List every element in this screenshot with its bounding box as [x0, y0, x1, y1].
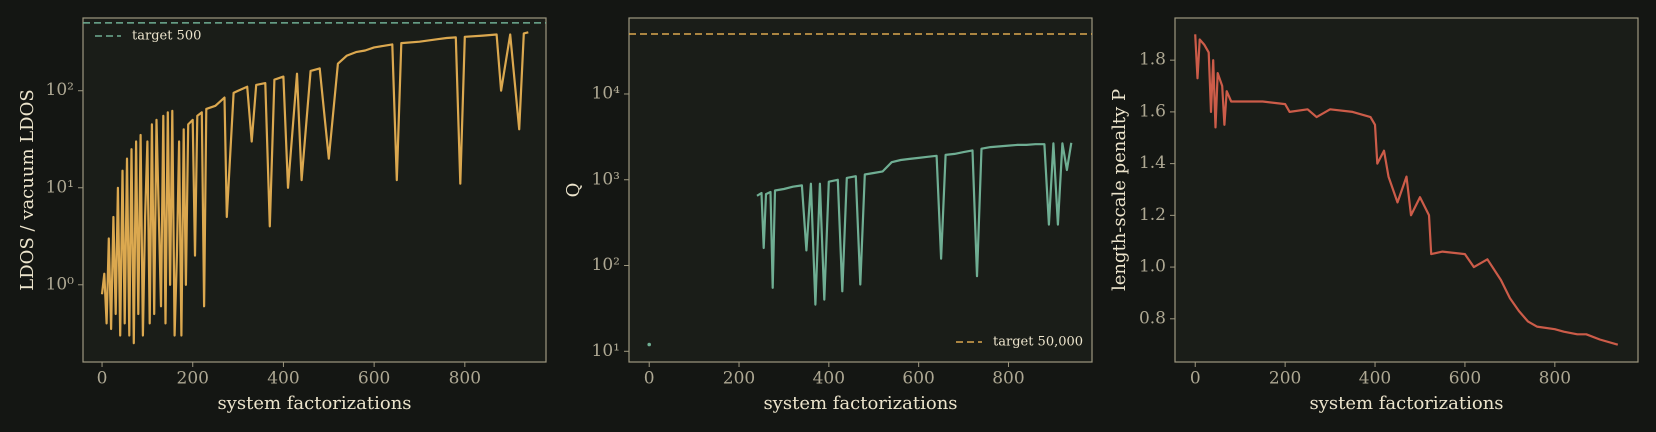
x-tick-label: 200	[723, 369, 755, 389]
x-axis-label: system factorizations	[763, 393, 957, 414]
y-tick-label: 1.2	[1139, 205, 1166, 225]
x-tick-label: 200	[1269, 369, 1301, 389]
data-line	[1194, 34, 1619, 346]
x-tick-label: 0	[1190, 369, 1201, 389]
y-tick-label: 10¹	[46, 177, 74, 197]
x-tick-label: 800	[1539, 369, 1571, 389]
data-point	[647, 342, 652, 347]
x-tick-label: 600	[902, 369, 934, 389]
plot-area	[1174, 17, 1639, 363]
y-tick-label: 10²	[592, 255, 620, 275]
legend-label: target 500	[132, 29, 201, 44]
y-tick-label: 10⁰	[46, 274, 75, 294]
y-axis-label: LDOS / vacuum LDOS	[17, 89, 38, 290]
y-tick-label: 10⁴	[592, 83, 621, 103]
x-tick-label: 0	[644, 369, 655, 389]
x-tick-label: 800	[992, 369, 1024, 389]
y-tick-label: 1.4	[1139, 153, 1166, 173]
legend-label: target 50,000	[993, 335, 1083, 350]
y-tick-label: 10²	[46, 80, 74, 100]
y-axis-label: length-scale penalty P	[1109, 89, 1130, 291]
x-tick-label: 800	[449, 369, 481, 389]
y-tick-label: 0.8	[1139, 308, 1166, 328]
x-tick-label: 600	[1449, 369, 1481, 389]
data-line	[100, 31, 529, 345]
y-tick-label: 1.6	[1139, 101, 1166, 121]
plot-area	[628, 17, 1093, 363]
x-tick-label: 600	[358, 369, 390, 389]
x-tick-label: 400	[267, 369, 299, 389]
x-tick-label: 200	[177, 369, 209, 389]
data-line	[756, 142, 1073, 306]
y-tick-label: 10³	[592, 169, 620, 189]
x-tick-label: 400	[813, 369, 845, 389]
y-tick-label: 10¹	[592, 341, 620, 361]
y-tick-label: 1.0	[1139, 257, 1166, 277]
y-tick-label: 1.8	[1139, 50, 1166, 70]
x-axis-label: system factorizations	[217, 393, 411, 414]
y-axis-label: Q	[563, 183, 584, 198]
x-tick-label: 0	[97, 369, 108, 389]
x-tick-label: 400	[1359, 369, 1391, 389]
x-axis-label: system factorizations	[1309, 393, 1503, 414]
